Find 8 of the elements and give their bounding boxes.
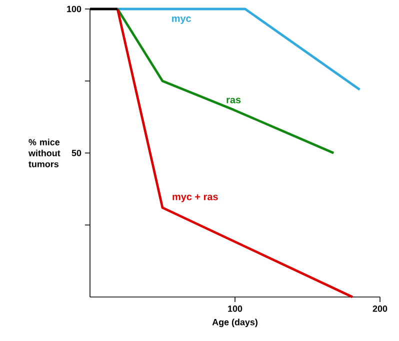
x-axis-title: Age (days)	[212, 318, 258, 328]
line-series	[116, 8, 335, 154]
y-axis-title: % mice without tumors	[28, 138, 60, 168]
series-label: myc	[172, 16, 192, 24]
series-label: ras	[226, 98, 241, 104]
y-tick-label: 50	[72, 150, 82, 156]
x-tick-label: 200	[372, 306, 388, 312]
series-label: myc + ras	[172, 194, 218, 202]
